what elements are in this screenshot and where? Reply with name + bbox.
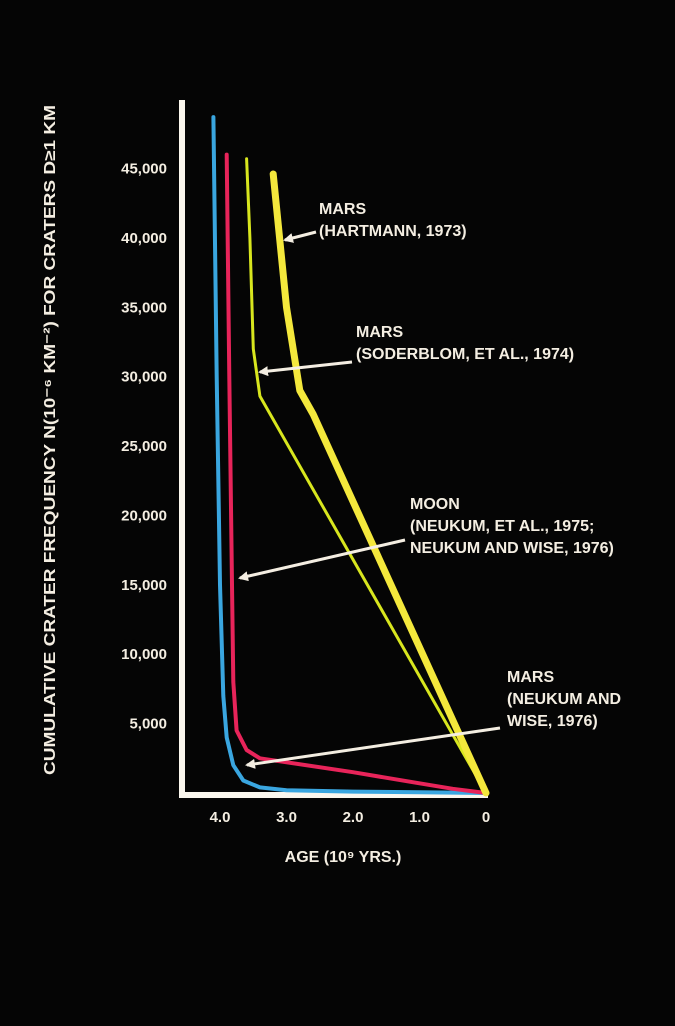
series-line-1 [211, 115, 488, 795]
x-tick-label: 1.0 [409, 809, 430, 826]
annotation-line: MARS [356, 324, 403, 341]
annotation-line: (NEUKUM, ET AL., 1975; [410, 518, 594, 535]
annotation-line: NEUKUM AND WISE, 1976) [410, 540, 614, 557]
x-tick-label: 0 [482, 809, 490, 826]
y-tick-label: 15,000 [121, 577, 167, 594]
y-tick-label: 10,000 [121, 646, 167, 663]
annotation-arrow-1 [283, 230, 317, 243]
annotation-label-3: MOON (NEUKUM, ET AL., 1975; NEUKUM AND WIS… [410, 496, 614, 557]
series-line-3 [245, 157, 488, 795]
x-axis-title: AGE (10⁹ YRS.) [285, 849, 402, 866]
annotation-line: (HARTMANN, 1973) [319, 223, 467, 240]
annotation-line: (SODERBLOM, ET AL., 1974) [356, 346, 574, 363]
y-axis-title: CUMULATIVE CRATER FREQUENCY N(10⁻⁶ KM⁻²)… [42, 105, 59, 775]
annotation-label-1: MARS (HARTMANN, 1973) [319, 201, 467, 240]
annotation-line: MARS [319, 201, 366, 218]
annotation-label-2: MARS (SODERBLOM, ET AL., 1974) [356, 324, 574, 363]
series-line-4 [269, 170, 490, 797]
x-tick-label: 3.0 [276, 809, 297, 826]
y-tick-label: 30,000 [121, 369, 167, 386]
annotation-line: (NEUKUM AND [507, 691, 621, 708]
annotation-arrow-2 [258, 360, 353, 377]
annotation-label-4: MARS (NEUKUM AND WISE, 1976) [507, 669, 621, 730]
annotation-arrow-4 [245, 726, 501, 769]
y-tick-label: 20,000 [121, 507, 167, 524]
x-tick-label: 2.0 [343, 809, 364, 826]
annotation-line: MOON [410, 496, 460, 513]
y-tick-label: 35,000 [121, 299, 167, 316]
x-tick-label: 4.0 [210, 809, 231, 826]
y-tick-label: 40,000 [121, 230, 167, 247]
annotation-line: MARS [507, 669, 554, 686]
series-line-2 [224, 152, 488, 795]
y-tick-label: 5,000 [129, 716, 167, 733]
y-tick-label: 25,000 [121, 438, 167, 455]
annotation-line: WISE, 1976) [507, 713, 598, 730]
annotation-arrow-3 [238, 538, 406, 582]
y-tick-label: 45,000 [121, 160, 167, 177]
